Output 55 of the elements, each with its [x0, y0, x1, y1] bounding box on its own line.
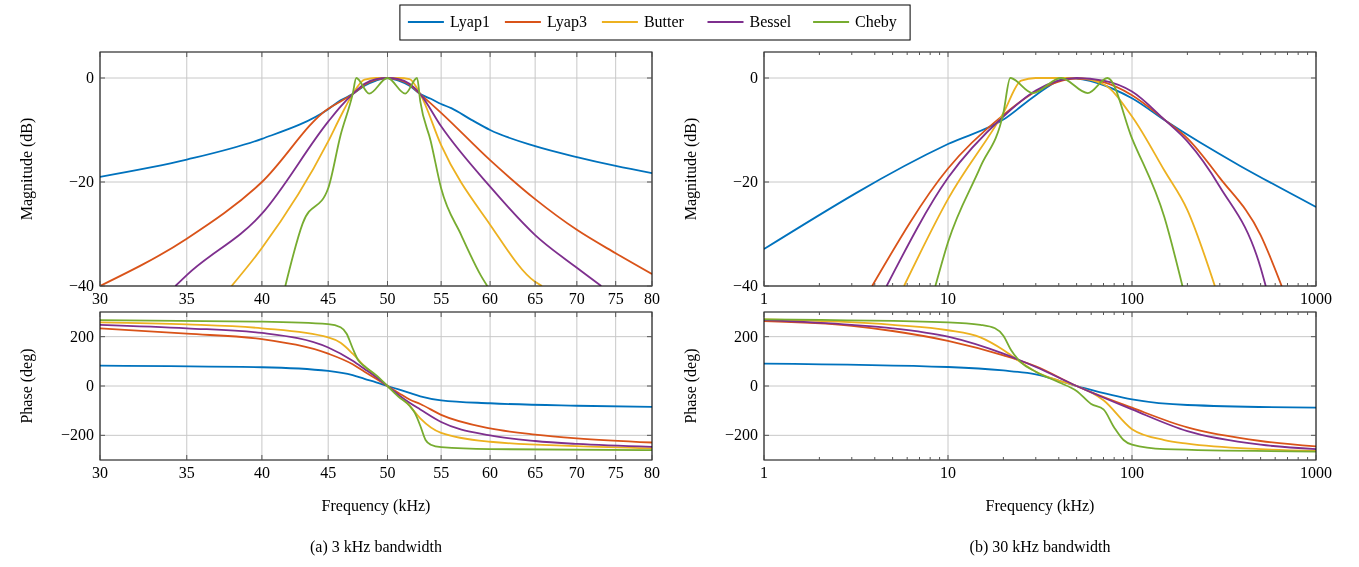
x-tick-label: 70: [568, 464, 585, 481]
x-tick-label: 50: [379, 290, 396, 307]
y-axis-title: Phase (deg): [682, 348, 700, 424]
x-tick-label: 1000: [1300, 464, 1332, 481]
x-tick-label: 60: [482, 290, 499, 307]
y-tick-label: −200: [724, 426, 758, 444]
x-tick-label: 80: [644, 290, 660, 307]
x-tick-label: 60: [482, 464, 499, 481]
y-tick-label: −20: [732, 173, 758, 190]
y-axis-title: Magnitude (dB): [18, 117, 36, 221]
y-tick-label: 0: [86, 69, 94, 86]
legend-label: Lyap3: [546, 13, 587, 31]
x-tick-label: 35: [178, 290, 195, 307]
x-tick-label: 35: [178, 464, 195, 481]
legend-label: Lyap1: [449, 13, 490, 31]
x-axis-title: Frequency (kHz): [321, 497, 431, 515]
x-tick-label: 100: [1120, 464, 1144, 481]
y-tick-label: −20: [68, 173, 94, 190]
x-tick-label: 40: [253, 464, 270, 481]
y-tick-label: 0: [86, 377, 94, 394]
x-tick-label: 55: [433, 290, 450, 307]
y-tick-label: −40: [732, 277, 758, 294]
x-tick-label: 45: [320, 290, 337, 307]
text: (a) 3 kHz bandwidth: [310, 538, 442, 556]
x-axis-title: Frequency (kHz): [985, 497, 1095, 515]
x-tick-label: 30: [92, 290, 108, 307]
x-tick-label: 80: [644, 464, 660, 481]
legend-label: Butter: [643, 13, 685, 30]
x-tick-label: 75: [607, 464, 624, 481]
x-tick-label: 1: [760, 290, 768, 307]
y-tick-label: 200: [734, 327, 758, 345]
x-tick-label: 10: [940, 464, 956, 481]
legend-label: Cheby: [855, 13, 897, 31]
y-tick-label: −200: [60, 426, 94, 444]
x-tick-label: 10: [940, 290, 956, 307]
x-tick-label: 45: [320, 464, 337, 481]
x-tick-label: 100: [1120, 290, 1144, 307]
x-tick-label: 65: [527, 290, 544, 307]
legend-label: Bessel: [749, 13, 792, 30]
x-tick-label: 55: [433, 464, 450, 481]
x-tick-label: 1: [760, 464, 768, 481]
y-tick-label: 0: [750, 377, 758, 394]
x-tick-label: 30: [92, 464, 108, 481]
text: (b) 30 kHz bandwidth: [969, 538, 1111, 556]
y-tick-label: 0: [750, 69, 758, 86]
x-tick-label: 70: [568, 290, 585, 307]
y-tick-label: 200: [70, 327, 94, 345]
x-tick-label: 1000: [1300, 290, 1332, 307]
y-axis-title: Magnitude (dB): [682, 117, 700, 221]
y-axis-title: Phase (deg): [18, 348, 36, 424]
x-tick-label: 40: [253, 290, 270, 307]
x-tick-label: 75: [607, 290, 624, 307]
x-tick-label: 50: [379, 464, 396, 481]
y-tick-label: −40: [68, 277, 94, 294]
x-tick-label: 65: [527, 464, 544, 481]
